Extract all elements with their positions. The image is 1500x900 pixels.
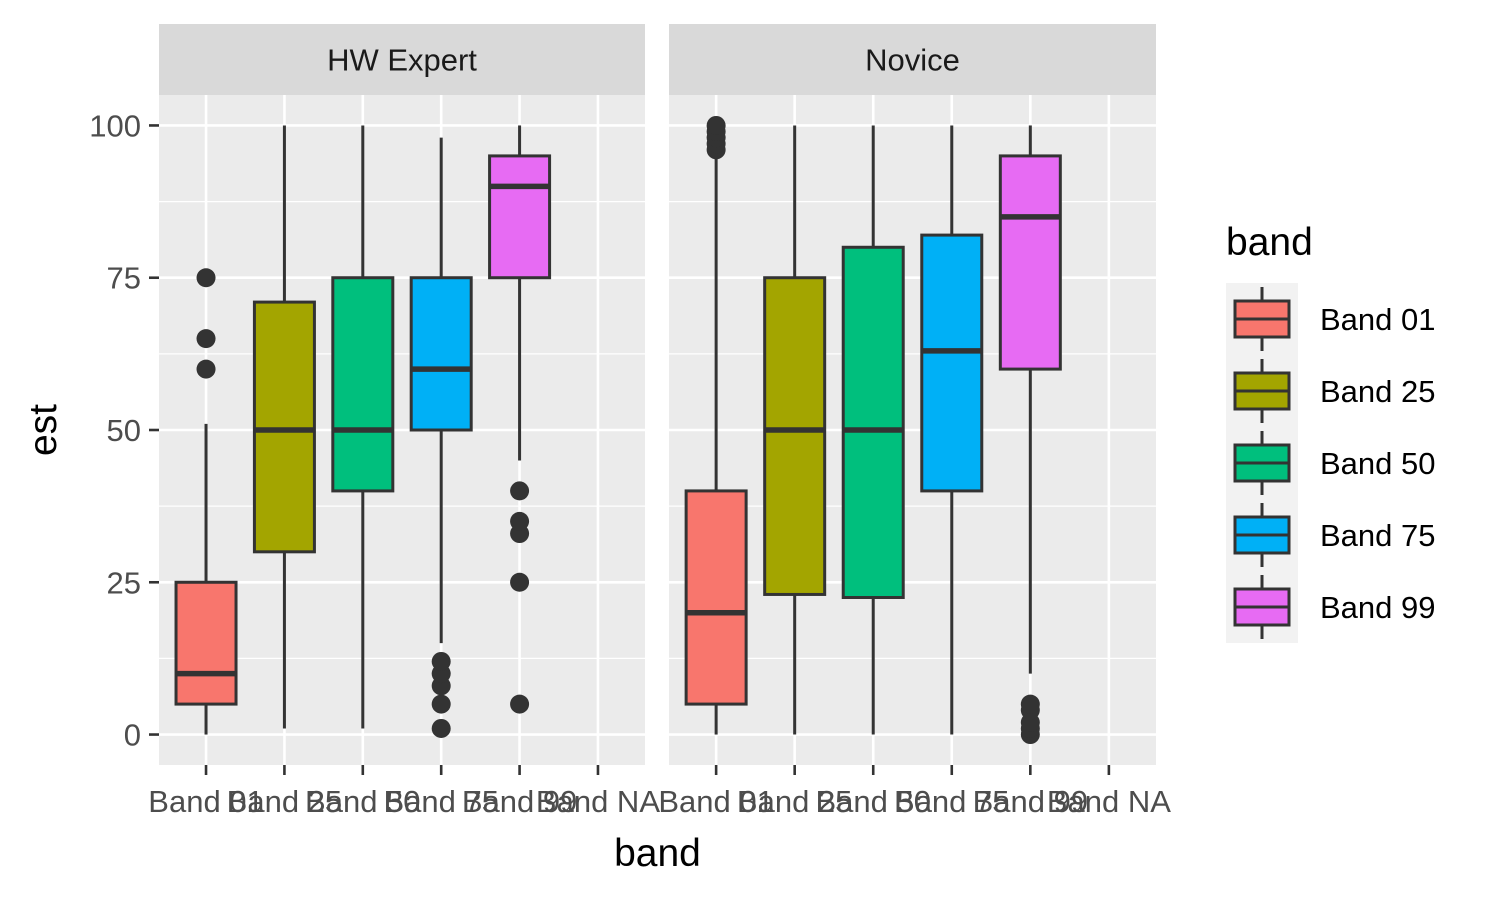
x-tick-label: Band 99	[462, 784, 578, 819]
x-tick-label: Band NA	[536, 784, 660, 819]
legend-label: Band 99	[1320, 590, 1436, 625]
y-tick-label: 25	[107, 565, 141, 600]
x-tick-label: Band 99	[973, 784, 1089, 819]
facet-strip	[669, 24, 1156, 95]
x-tick-label: Band 25	[737, 784, 853, 819]
box-band-75-outlier-point	[431, 651, 451, 671]
box-band-01-outlier-point	[196, 359, 216, 379]
y-tick-label: 75	[107, 261, 141, 296]
box-band-50-iqr	[841, 245, 905, 599]
x-tick-label: Band 01	[148, 784, 264, 819]
legend-title: band	[1226, 221, 1313, 264]
box-band-99-iqr	[488, 154, 552, 280]
box-band-99-iqr	[998, 154, 1062, 371]
y-tick-label: 100	[89, 108, 141, 143]
box-band-75-outlier-point	[431, 694, 451, 714]
box-band-50-iqr	[331, 276, 395, 493]
box-band-01-outlier-point	[196, 329, 216, 349]
box-band-99-outlier-point	[1020, 694, 1040, 714]
legend-label: Band 50	[1320, 446, 1436, 481]
x-tick-label: Band 50	[305, 784, 421, 819]
box-band-01-iqr	[684, 489, 748, 706]
box-band-75-outlier-point	[431, 718, 451, 738]
box-band-75-iqr	[920, 233, 984, 493]
y-tick-label: 0	[124, 718, 141, 753]
box-band-01-outlier-point	[706, 115, 726, 135]
x-tick-label: Band 50	[815, 784, 931, 819]
y-axis-title: est	[22, 404, 65, 456]
box-band-75-iqr	[409, 276, 473, 432]
legend-label: Band 01	[1320, 302, 1436, 337]
box-band-01-iqr	[174, 580, 238, 706]
box-band-01-outlier-point	[196, 268, 216, 288]
box-band-99-outlier-point	[510, 511, 530, 531]
x-tick-label: Band 25	[227, 784, 343, 819]
box-band-25-iqr	[252, 300, 316, 554]
box-band-99-outlier-point	[510, 572, 530, 592]
x-axis-title: band	[614, 832, 701, 875]
x-tick-label: Band 01	[658, 784, 774, 819]
legend-label: Band 25	[1320, 374, 1436, 409]
box-band-99-outlier-point	[510, 694, 530, 714]
box-band-25-iqr	[763, 276, 827, 596]
y-tick-label: 50	[107, 413, 141, 448]
x-tick-label: Band 75	[383, 784, 499, 819]
x-tick-label: Band NA	[1047, 784, 1171, 819]
legend-label: Band 75	[1320, 518, 1436, 553]
x-tick-label: Band 75	[894, 784, 1010, 819]
box-band-99-outlier-point	[510, 481, 530, 501]
facet-strip-label: HW Expert	[327, 43, 477, 78]
facet-strip-label: Novice	[865, 43, 960, 78]
facet-strip	[159, 24, 645, 95]
